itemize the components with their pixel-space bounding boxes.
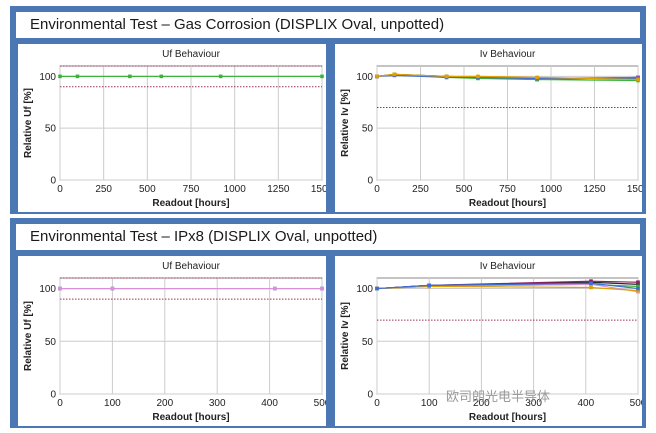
x-tick-label: 0 <box>374 184 380 195</box>
y-tick-label: 100 <box>39 284 56 295</box>
data-point <box>273 286 277 291</box>
y-axis-label: Relative Uf [%] <box>23 88 34 158</box>
data-point <box>535 75 539 80</box>
data-point <box>320 74 324 79</box>
y-tick-label: 0 <box>367 176 373 187</box>
data-point <box>375 286 379 291</box>
data-point <box>476 74 480 79</box>
x-tick-label: 250 <box>95 184 112 195</box>
watermark-text: 欧司朗光电半导体 <box>446 390 551 405</box>
x-tick-label: 0 <box>57 184 63 195</box>
x-tick-label: 750 <box>183 184 200 195</box>
data-point <box>128 74 132 79</box>
x-tick-label: 200 <box>473 398 490 409</box>
y-tick-label: 50 <box>45 337 57 348</box>
data-point <box>58 74 62 79</box>
y-tick-label: 100 <box>356 72 373 83</box>
chart-title: Iv Behaviour <box>480 49 536 60</box>
data-point <box>636 286 640 291</box>
data-point <box>427 283 431 288</box>
y-axis-label: Relative Iv [%] <box>340 302 351 370</box>
data-point <box>589 285 593 290</box>
x-tick-label: 1250 <box>583 184 606 195</box>
x-axis-label: Readout [hours] <box>152 412 229 423</box>
x-tick-label: 300 <box>209 398 226 409</box>
y-axis-label: Relative Iv [%] <box>340 89 351 157</box>
x-tick-label: 100 <box>104 398 121 409</box>
uf-ipx8-chart: Uf Behaviour 0 100 200 300 400 500 0 50 100 Readou… <box>23 261 331 423</box>
y-tick-label: 0 <box>50 390 56 401</box>
series-line <box>376 74 638 80</box>
data-point <box>589 279 593 283</box>
y-tick-label: 50 <box>362 124 374 135</box>
chart-box-iv-ipx8: Iv Behaviour 0 100 200 300 400 500 0 50 100 Readou… <box>335 256 647 426</box>
data-point <box>375 74 379 79</box>
data-point <box>75 74 80 79</box>
data-point <box>320 286 324 291</box>
data-point <box>444 74 449 79</box>
x-axis-label: Readout [hours] <box>152 198 229 209</box>
data-point <box>636 280 640 285</box>
x-tick-label: 1000 <box>540 184 563 195</box>
y-axis-label: Relative Uf [%] <box>23 301 34 371</box>
x-tick-label: 100 <box>421 398 438 409</box>
data-point <box>218 74 223 79</box>
x-tick-label: 750 <box>499 184 516 195</box>
x-tick-label: 1000 <box>224 184 247 195</box>
plot-area <box>376 277 639 395</box>
x-tick-label: 200 <box>156 398 173 409</box>
y-tick-label: 100 <box>39 72 56 83</box>
y-tick-label: 100 <box>356 284 373 295</box>
data-point <box>636 288 640 293</box>
chart-title: Uf Behaviour <box>162 261 220 272</box>
data-point <box>392 72 397 77</box>
x-axis-label: Readout [hours] <box>469 412 546 423</box>
data-point <box>110 286 115 291</box>
data-point <box>636 77 640 82</box>
chart-box-uf-ipx8: Uf Behaviour 0 100 200 300 400 500 0 50 100 Readou… <box>18 256 331 426</box>
y-tick-label: 0 <box>367 390 373 401</box>
x-tick-label: 300 <box>525 398 542 409</box>
gas-corrosion-title: Environmental Test – Gas Corrosion (DISP… <box>16 12 640 38</box>
x-tick-label: 0 <box>374 398 380 409</box>
x-tick-label: 500 <box>630 398 642 409</box>
x-tick-label: 400 <box>577 398 594 409</box>
data-point <box>589 281 593 286</box>
series-line <box>376 282 639 290</box>
y-tick-label: 50 <box>362 337 374 348</box>
x-tick-label: 1250 <box>267 184 290 195</box>
x-tick-label: 0 <box>57 398 63 409</box>
y-tick-label: 0 <box>50 176 56 187</box>
series-line <box>376 73 639 81</box>
plot-area <box>59 277 323 395</box>
x-tick-label: 500 <box>456 184 473 195</box>
chart-title: Uf Behaviour <box>162 49 220 60</box>
x-axis-label: Readout [hours] <box>469 198 546 209</box>
iv-ipx8-chart: Iv Behaviour 0 100 200 300 400 500 0 50 100 Readou… <box>340 261 647 423</box>
x-tick-label: 500 <box>139 184 156 195</box>
x-tick-label: 400 <box>261 398 278 409</box>
data-point <box>159 74 164 79</box>
chart-title: Iv Behaviour <box>480 261 536 272</box>
data-point <box>636 284 640 289</box>
x-tick-label: 250 <box>412 184 429 195</box>
data-point <box>636 282 640 287</box>
y-tick-label: 50 <box>45 124 57 135</box>
data-point <box>58 286 62 291</box>
x-tick-label: 500 <box>314 398 326 409</box>
ipx8-title: Environmental Test – IPx8 (DISPLIX Oval,… <box>16 224 640 250</box>
